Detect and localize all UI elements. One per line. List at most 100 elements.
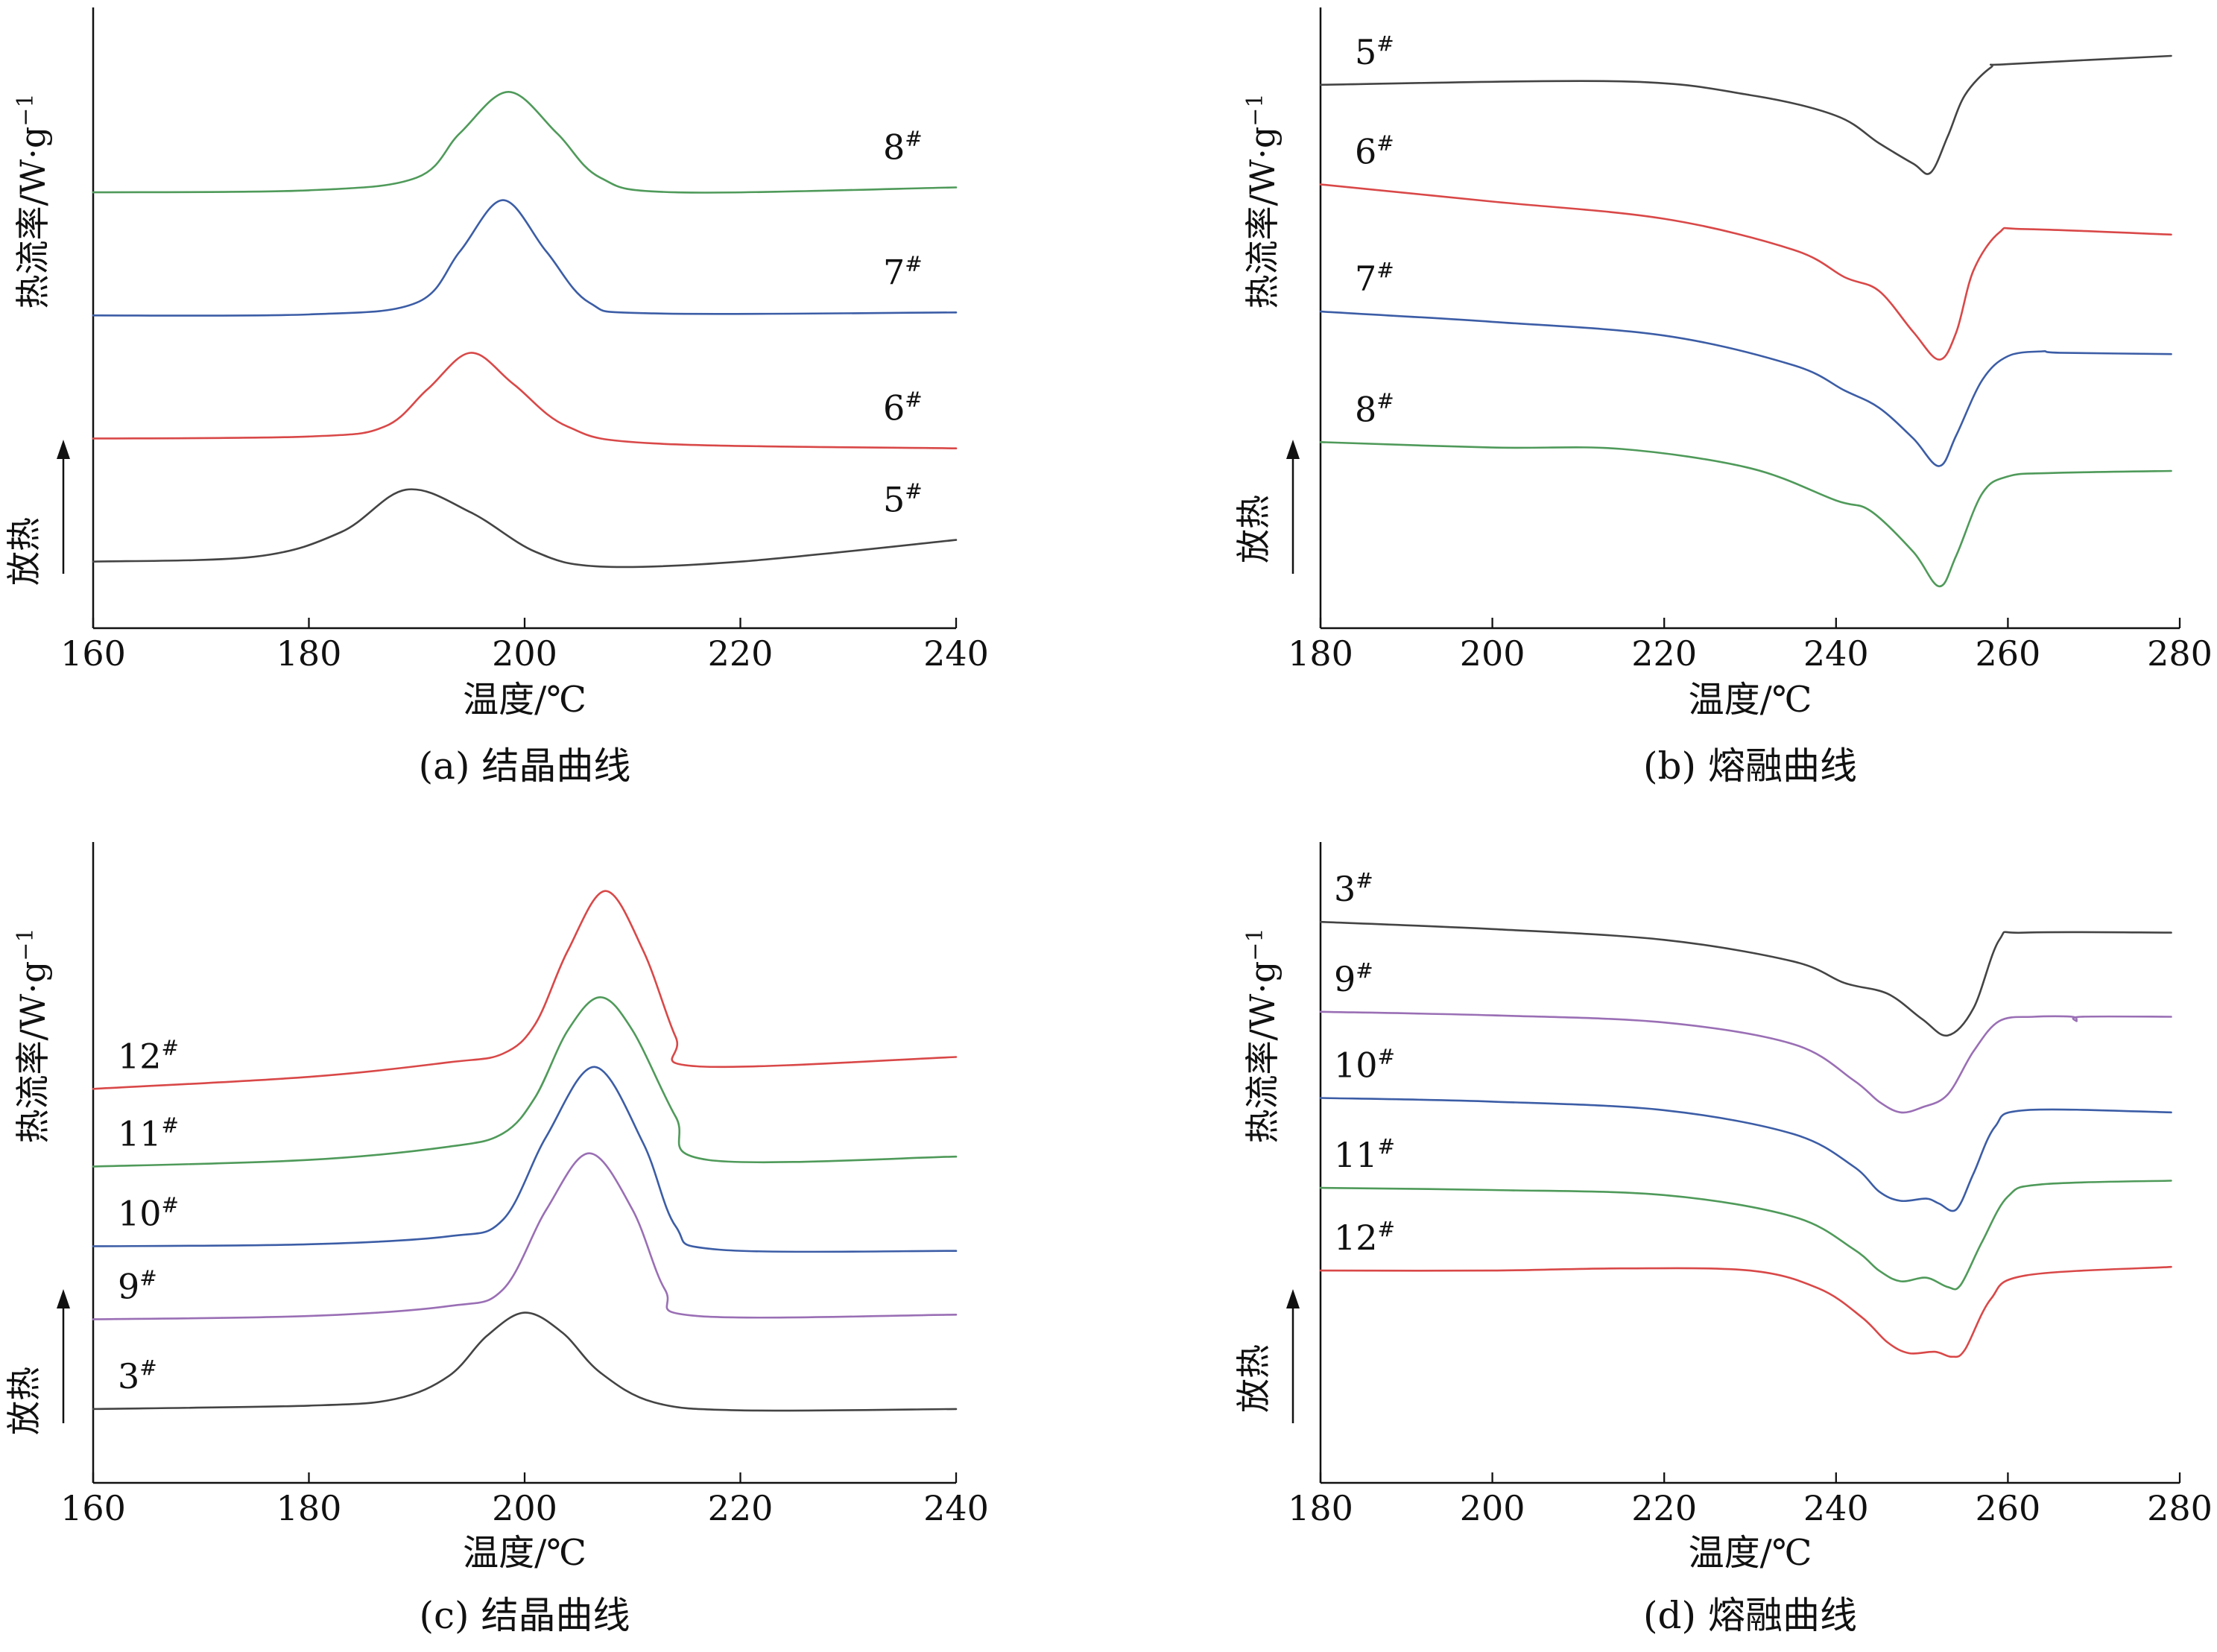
exotherm-label: 放热 [4,517,44,586]
exotherm-arrow-head [1286,1289,1300,1308]
series-label-7: 7# [883,251,923,292]
x-tick-label: 160 [60,1488,126,1528]
exotherm-arrow-head [57,1289,70,1308]
y-axis-label-exponent: −1 [1242,93,1268,126]
series-label-suffix: # [162,1193,179,1218]
x-tick-label: 260 [1975,1488,2040,1528]
series-label-suffix: # [1356,958,1373,983]
series-label-7: 7# [1355,258,1394,299]
series-label-suffix: # [162,1035,179,1060]
series-line-9 [92,1152,958,1320]
x-tick-label: 160 [60,633,126,674]
series-line-5 [92,488,958,569]
series-line-10 [92,1066,958,1253]
series-line-11 [1319,1180,2172,1291]
x-tick-label: 260 [1975,633,2040,674]
series-line-11 [92,996,958,1168]
exotherm-label: 放热 [1233,495,1274,563]
x-axis-label: 温度/℃ [1689,1532,1812,1574]
x-axis-label: 温度/℃ [1689,679,1812,721]
x-tick-label: 180 [1288,633,1353,674]
series-label-5: 5# [1355,31,1394,72]
panel-caption: (d) 熔融曲线 [1643,1594,1857,1637]
series-label-suffix: # [905,126,922,151]
chart-panel-4: 180 200 220 240 260 280 温度/℃ (d) 熔融曲线 热流率/W·g−1 放… [1233,842,2213,1637]
series-line-6 [1319,183,2172,361]
series-label-suffix: # [905,251,922,276]
x-tick-label: 280 [2147,633,2213,674]
series-label-suffix: # [139,1355,156,1380]
series-label-suffix: # [1378,1045,1395,1069]
series-label-10: 10# [118,1193,179,1234]
y-axis-label: 热流率/W·g−1 [1242,93,1283,308]
x-tick-label: 240 [1803,633,1869,674]
x-tick-label: 180 [276,1488,342,1528]
series-label-6: 6# [883,387,923,428]
x-tick-label: 180 [276,633,342,674]
series-line-7 [92,199,958,317]
series-label-suffix: # [1376,388,1394,413]
series-label-12: 12# [118,1035,179,1076]
series-label-suffix: # [139,1266,156,1291]
x-axis-label: 温度/℃ [463,679,586,721]
series-label-suffix: # [1378,1134,1395,1159]
series-line-3 [92,1311,958,1412]
series-label-suffix: # [1376,31,1394,56]
series-label-11: 11# [118,1113,179,1154]
panel-caption: (a) 结晶曲线 [419,744,631,788]
series-label-12: 12# [1334,1217,1395,1258]
series-label-3: 3# [1334,868,1373,909]
exotherm-arrow-head [1286,440,1300,459]
series-label-9: 9# [118,1266,157,1307]
y-axis-label-exponent: −1 [13,928,39,960]
x-tick-label: 200 [1460,633,1525,674]
x-tick-label: 240 [923,633,989,674]
series-line-5 [1319,54,2172,175]
exotherm-arrow-head [57,440,70,459]
series-line-7 [1319,310,2172,467]
series-line-9 [1319,1010,2172,1114]
y-axis-label-exponent: −1 [1242,928,1268,960]
x-tick-label: 280 [2147,1488,2213,1528]
series-label-6: 6# [1355,130,1394,171]
x-tick-label: 220 [708,1488,774,1528]
x-tick-label: 180 [1288,1488,1353,1528]
series-line-8 [1319,441,2172,588]
x-tick-label: 240 [1803,1488,1869,1528]
x-tick-label: 200 [492,633,557,674]
series-label-5: 5# [883,479,923,520]
series-label-suffix: # [1378,1217,1395,1241]
panel-caption: (c) 结晶曲线 [420,1594,630,1637]
series-line-12 [1319,1265,2172,1358]
exotherm-label: 放热 [4,1367,44,1435]
series-line-8 [92,91,958,194]
series-line-6 [92,352,958,449]
series-label-suffix: # [162,1113,179,1138]
y-axis-label: 热流率/W·g−1 [1242,928,1283,1143]
x-tick-label: 240 [923,1488,989,1528]
x-tick-label: 220 [1631,1488,1697,1528]
chart-panel-3: 160 180 200 220 240 温度/℃ (c) 结晶曲线 热流率/W·g−1 放热 12… [4,842,989,1637]
series-label-suffix: # [1376,130,1394,155]
panel-caption: (b) 熔融曲线 [1643,744,1857,788]
series-label-9: 9# [1334,958,1373,999]
exotherm-label: 放热 [1233,1344,1274,1413]
y-axis-label: 热流率/W·g−1 [13,928,53,1143]
series-line-10 [1319,1097,2172,1212]
x-axis-label: 温度/℃ [463,1532,586,1574]
chart-panel-2: 180 200 220 240 260 280 温度/℃ (b) 熔融曲线 热流率/W·g−1 放… [1233,7,2213,788]
series-label-8: 8# [883,126,923,167]
x-tick-label: 200 [1460,1488,1525,1528]
y-axis-label: 热流率/W·g−1 [13,93,53,308]
series-label-3: 3# [118,1355,157,1396]
x-tick-label: 220 [708,633,774,674]
x-tick-label: 200 [492,1488,557,1528]
chart-panel-1: 160 180 200 220 240 温度/℃ (a) 结晶曲线 热流率/W·g−1 放热 8#… [4,7,989,788]
series-label-suffix: # [905,479,922,504]
y-axis-label-exponent: −1 [13,93,39,126]
series-line-3 [1319,920,2172,1037]
series-label-8: 8# [1355,388,1394,429]
x-tick-label: 220 [1631,633,1697,674]
series-label-suffix: # [905,387,922,412]
